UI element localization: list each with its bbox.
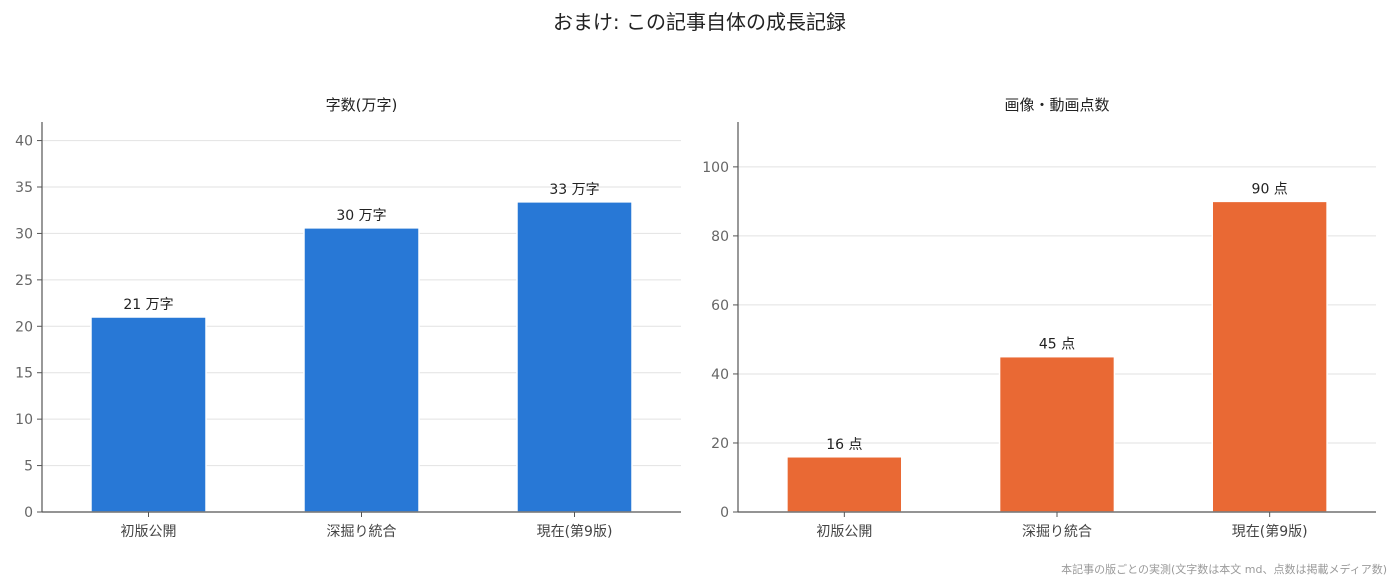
y-tick-label: 40: [15, 134, 33, 150]
x-tick-label: 初版公開: [816, 523, 872, 540]
x-tick-label: 現在(第9版): [537, 523, 613, 540]
y-tick-label: 20: [711, 436, 729, 452]
chart-title: 字数(万字): [326, 96, 398, 114]
bar: [516, 201, 633, 513]
data-label: 33 万字: [549, 182, 599, 198]
y-tick-label: 0: [24, 505, 33, 521]
y-tick-label: 80: [711, 229, 729, 245]
data-label: 30 万字: [336, 208, 386, 224]
y-tick-label: 15: [15, 366, 33, 382]
y-tick-label: 25: [15, 273, 33, 289]
bar: [303, 227, 420, 513]
y-tick-label: 0: [720, 505, 729, 521]
x-tick-label: 現在(第9版): [1232, 523, 1308, 540]
y-tick-label: 10: [15, 412, 33, 428]
y-tick-label: 35: [15, 180, 33, 196]
y-tick-label: 60: [711, 298, 729, 314]
y-tick-label: 30: [15, 226, 33, 242]
bar: [786, 456, 903, 513]
bar: [998, 355, 1116, 513]
data-label: 45 点: [1039, 337, 1075, 353]
data-label: 21 万字: [123, 297, 173, 313]
x-tick-label: 初版公開: [121, 523, 177, 540]
y-tick-label: 40: [711, 367, 729, 383]
figure-title: おまけ: この記事自体の成長記録: [552, 10, 847, 34]
bar: [1211, 200, 1328, 513]
x-tick-label: 深掘り統合: [327, 524, 397, 540]
y-tick-label: 20: [15, 319, 33, 335]
bar: [90, 316, 207, 513]
data-label: 16 点: [826, 437, 862, 453]
chart-title: 画像・動画点数: [1004, 96, 1109, 114]
y-tick-label: 5: [24, 459, 33, 475]
footnote: 本記事の版ごとの実測(文字数は本文 md、点数は掲載メディア数): [1061, 563, 1387, 576]
x-tick-label: 深掘り統合: [1022, 524, 1092, 540]
data-label: 90 点: [1252, 181, 1288, 197]
y-tick-label: 100: [702, 160, 729, 176]
